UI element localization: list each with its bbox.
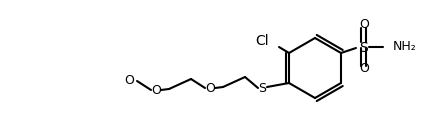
Text: Cl: Cl [255,34,269,48]
Text: O: O [359,18,369,32]
Text: S: S [360,41,368,55]
Text: O: O [205,82,215,95]
Text: S: S [258,82,266,95]
Text: O: O [151,84,161,97]
Text: NH₂: NH₂ [393,41,417,53]
Text: O: O [359,63,369,76]
Text: O: O [124,74,134,88]
